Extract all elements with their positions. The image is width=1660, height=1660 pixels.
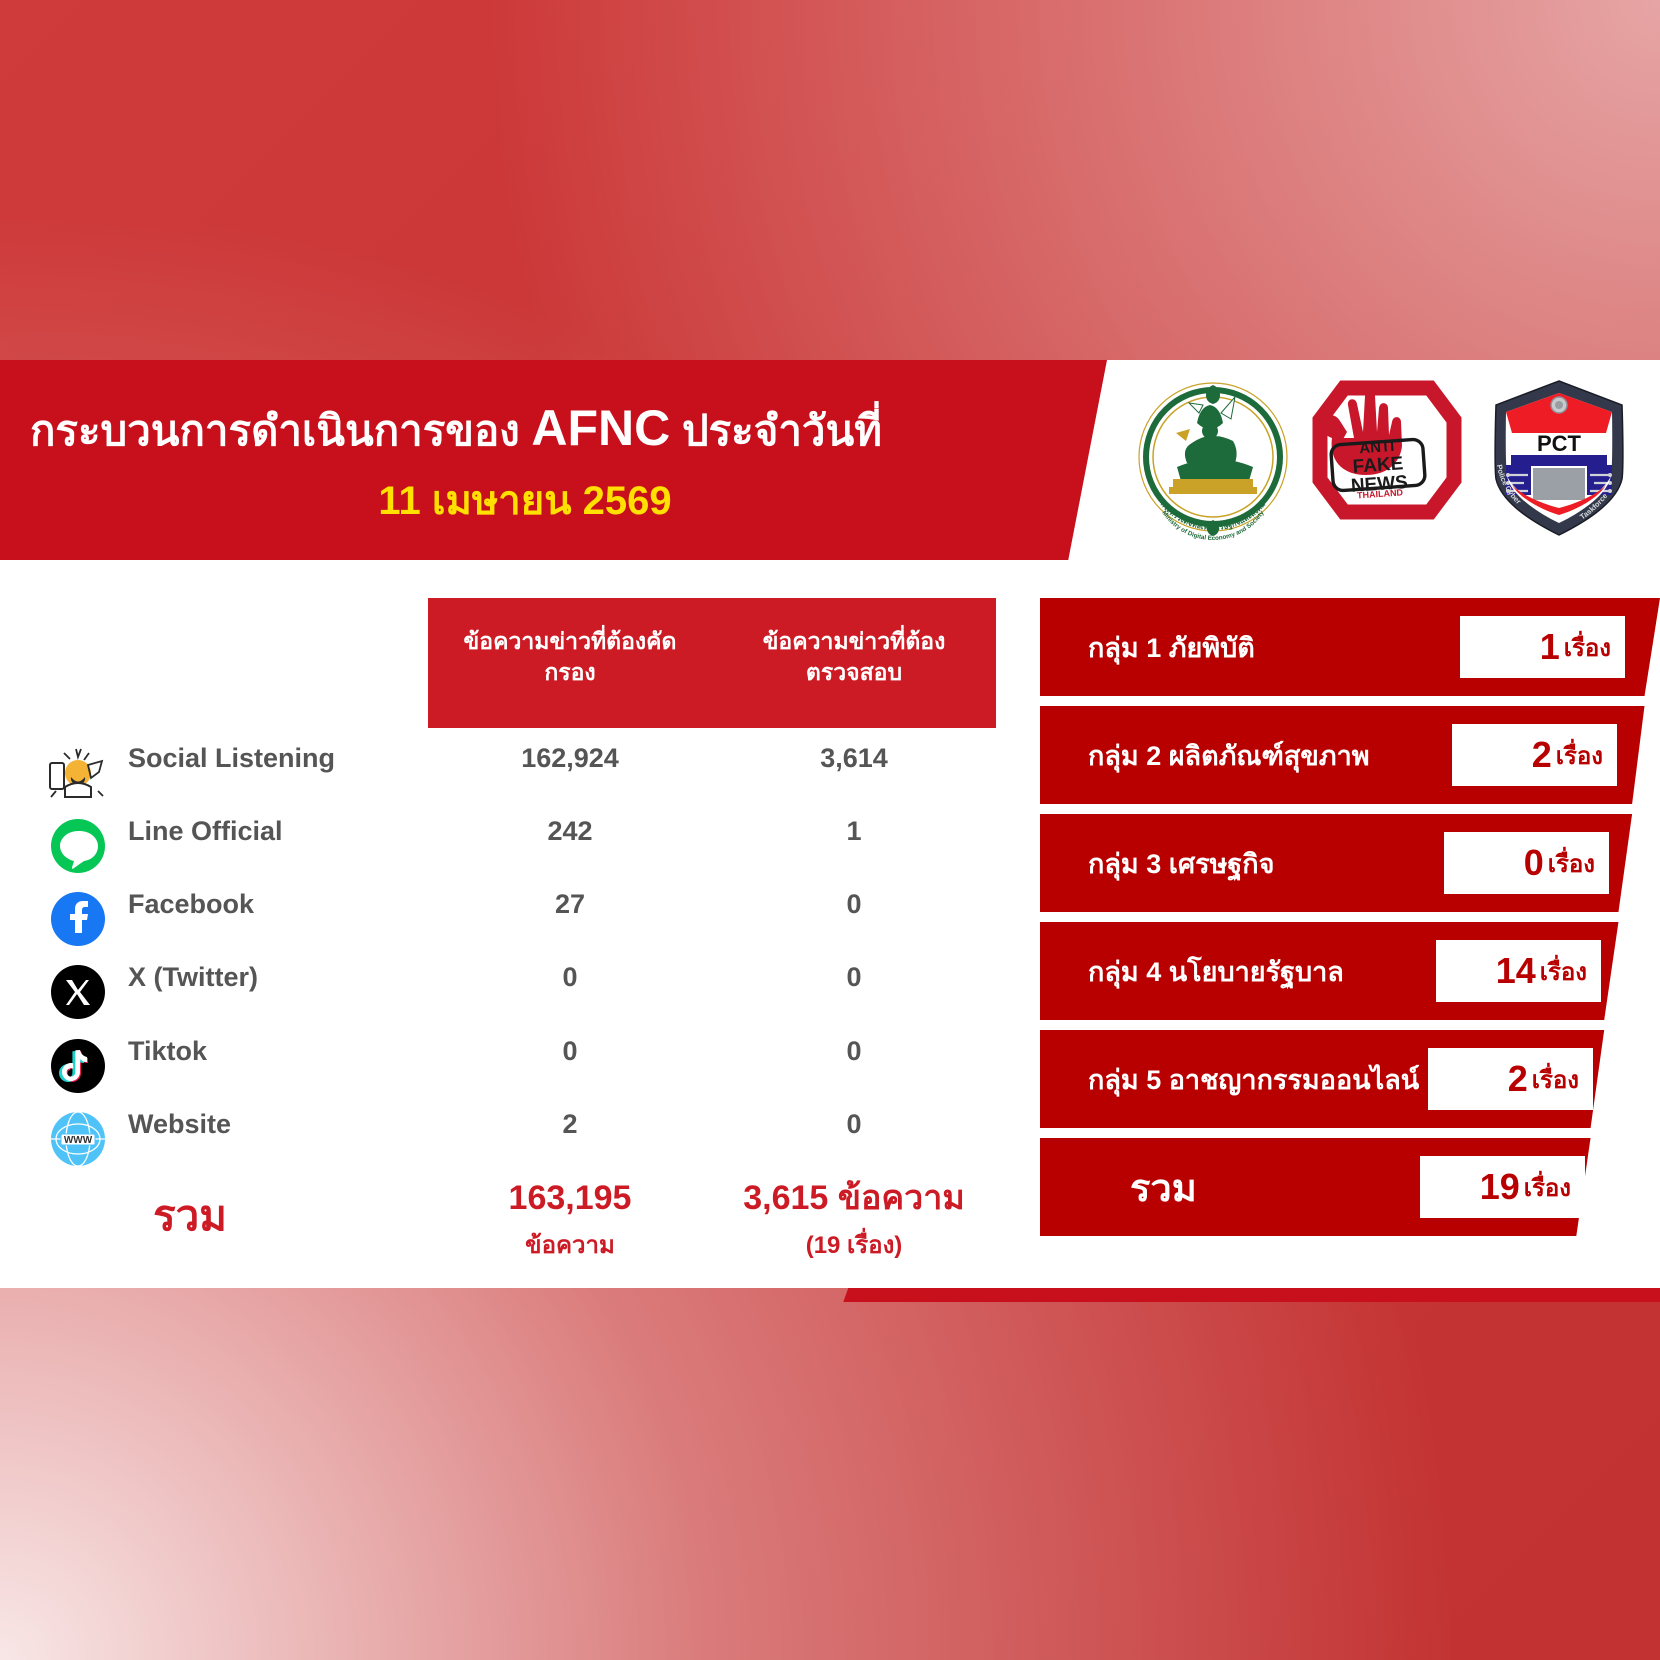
svg-text:PCT: PCT: [1537, 431, 1582, 456]
svg-text:WWW: WWW: [64, 1135, 93, 1146]
svg-text:THAILAND: THAILAND: [1357, 487, 1404, 500]
